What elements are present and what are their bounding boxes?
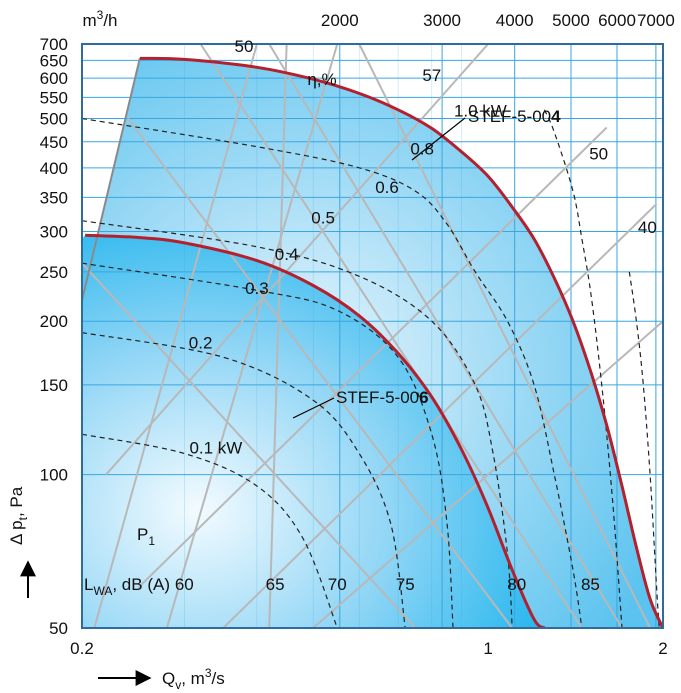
stef-5-004-curve	[139, 56, 665, 629]
sound-value-label: 65	[266, 575, 285, 594]
y-tick-label: 550	[40, 88, 68, 107]
stef-5-006-curve	[85, 233, 546, 630]
sound-value-label: 70	[328, 575, 347, 594]
efficiency-value-label: 50	[589, 145, 608, 164]
x-tick-label: 0.2	[70, 639, 94, 658]
power-value-label: 1.0 kW	[454, 101, 507, 120]
top-tick-label: 2000	[321, 11, 359, 30]
power-value-label: 0.3	[245, 279, 269, 298]
stef-5-004-label: STEF-5-004	[468, 107, 561, 126]
efficiency-value-label: 50	[234, 37, 253, 56]
grid	[82, 43, 663, 629]
x-tick-label: 2	[658, 639, 667, 658]
y-tick-label: 450	[40, 133, 68, 152]
top-axis-unit: m3/h	[82, 8, 117, 30]
sound-line	[81, 262, 417, 629]
y-tick-label: 150	[40, 376, 68, 395]
power-curve	[81, 332, 406, 629]
top-tick-label: 7000	[637, 11, 675, 30]
stef-5-004-leader	[411, 117, 466, 161]
efficiency-value-label: 57	[422, 66, 441, 85]
sound-level-label: LWA, dB (A)	[84, 575, 170, 598]
stef-5-006-leader	[292, 397, 335, 419]
y-tick-label: 50	[49, 619, 68, 638]
top-tick-label: 5000	[552, 11, 590, 30]
efficiency-line	[312, 320, 664, 629]
sound-line	[358, 43, 651, 629]
efficiency-line	[105, 43, 489, 476]
chart-labels: 0.1 kW 0.2 0.3 0.4 0.5 0.6 0.8 1.0 kW 50 57 50 40 60…	[175, 37, 657, 594]
power-curve	[81, 433, 338, 629]
sound-value-label: 85	[581, 575, 600, 594]
efficiency-line	[93, 43, 258, 629]
efficiency-line	[268, 43, 288, 629]
power-curve	[543, 109, 623, 629]
power-value-label: 0.8	[410, 139, 434, 158]
y-axis-label: Δ pt, Pa	[7, 486, 30, 545]
surge-line	[81, 58, 141, 301]
efficiency-value-label: 40	[638, 218, 657, 237]
y-tick-label: 650	[40, 51, 68, 70]
power-value-label: 0.6	[375, 178, 399, 197]
y-tick-label: 100	[40, 466, 68, 485]
y-tick-label: 200	[40, 312, 68, 331]
power-value-label: 0.1 kW	[189, 439, 242, 458]
fan-curves	[85, 56, 665, 630]
top-tick-label: 6000	[598, 11, 636, 30]
operating-areas	[82, 58, 663, 628]
y-tick-label: 350	[40, 188, 68, 207]
sound-line	[127, 117, 513, 629]
efficiency-line	[137, 126, 608, 589]
x-axis-label: Qv, m3/s	[162, 666, 225, 692]
efficiency-sound-lines	[81, 43, 664, 629]
plot-frame	[81, 43, 664, 629]
y-tick-label: 400	[40, 159, 68, 178]
top-tick-label: 4000	[496, 11, 534, 30]
power-curve	[628, 271, 660, 629]
efficiency-label: η,%	[307, 70, 336, 89]
efficiency-line	[222, 203, 658, 629]
y-tick-label: 500	[40, 109, 68, 128]
sound-value-label: 75	[396, 575, 415, 594]
power-value-label: 0.4	[275, 245, 299, 264]
power-label: P1	[137, 525, 155, 548]
sound-value-label: 60	[175, 575, 194, 594]
x-axis-title: Qv, m3/s	[98, 666, 225, 692]
power-curve	[81, 220, 513, 629]
sound-line	[199, 43, 583, 629]
axis-ticks: 5010015020025030035040045050055060065070…	[40, 11, 675, 658]
power-curves	[81, 109, 660, 629]
y-tick-label: 250	[40, 263, 68, 282]
power-curve	[81, 117, 583, 629]
y-tick-label: 700	[40, 35, 68, 54]
stef-5-006-label: STEF-5-006	[336, 388, 429, 407]
top-tick-label: 3000	[423, 11, 461, 30]
y-tick-label: 600	[40, 69, 68, 88]
x-tick-label: 1	[483, 639, 492, 658]
y-axis-title: Δ pt, Pa	[7, 486, 36, 598]
sound-value-label: 80	[507, 575, 526, 594]
power-curve	[81, 262, 454, 629]
y-tick-label: 300	[40, 222, 68, 241]
power-value-label: 0.5	[311, 209, 335, 228]
power-value-label: 0.2	[189, 333, 213, 352]
frame-rect	[81, 43, 664, 629]
